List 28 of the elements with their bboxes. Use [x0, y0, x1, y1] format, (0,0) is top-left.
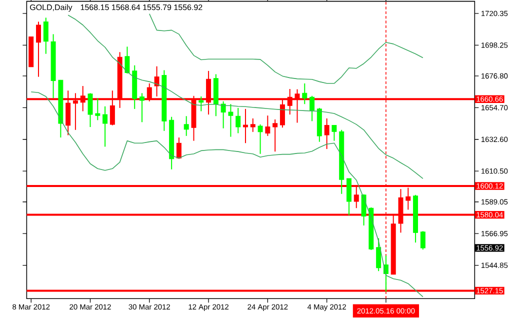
candlestick — [324, 118, 330, 150]
candlestick — [140, 92, 144, 123]
candlestick — [184, 116, 189, 136]
candlestick — [198, 96, 204, 112]
candlestick — [346, 178, 352, 216]
candlestick — [420, 230, 426, 250]
candlestick — [102, 106, 108, 148]
candlestick — [43, 17, 48, 54]
candlestick — [376, 238, 382, 272]
candlestick — [124, 46, 130, 74]
candlestick — [95, 98, 100, 121]
candlestick — [272, 118, 278, 152]
candlestick — [265, 115, 270, 136]
candlestick — [258, 124, 263, 154]
candlestick — [310, 95, 315, 122]
candlestick — [243, 108, 248, 144]
candlestick — [250, 118, 256, 132]
candlestick — [88, 92, 93, 128]
candlestick — [302, 82, 308, 105]
line-series — [30, 91, 424, 298]
candlestick — [220, 100, 226, 129]
candlestick — [236, 107, 241, 134]
candlestick — [332, 124, 337, 142]
candlestick — [36, 21, 41, 78]
chart-title: GOLD,Daily — [30, 4, 72, 12]
candlestick — [176, 137, 182, 160]
candlestick — [228, 104, 234, 138]
chart-subtitle: 1568.15 1568.64 1555.79 1556.92 — [80, 4, 202, 10]
